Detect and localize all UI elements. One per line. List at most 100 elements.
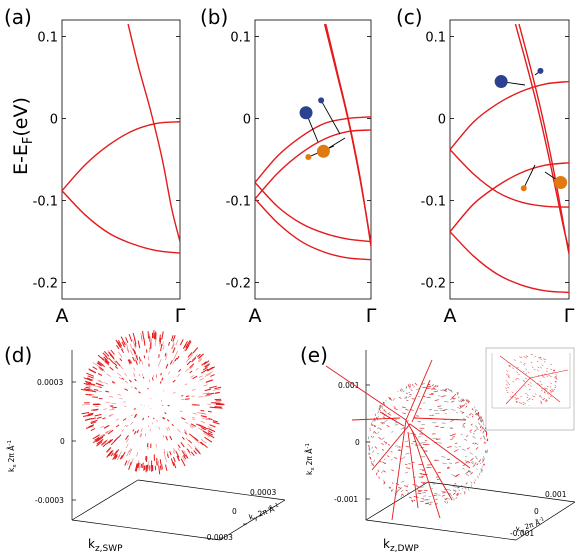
marker-blue-small-c [537, 67, 544, 74]
vector-arrow-d-470 [142, 330, 145, 339]
vector-arrow-d-44 [192, 375, 198, 380]
vector-arrow-e-169 [380, 421, 384, 425]
vector-arrow-e-335 [443, 394, 447, 397]
inset-arrow-140 [537, 383, 539, 385]
vector-arrow-d-250 [163, 390, 165, 392]
inset-arrow-149 [554, 377, 557, 379]
panel-label-c: (c) [396, 5, 423, 29]
inset-arrow-96 [543, 397, 546, 400]
vector-arrow-e-70 [447, 466, 450, 468]
vector-arrow-d-31 [203, 360, 210, 365]
vector-arrow-d-516 [129, 448, 132, 452]
vector-arrow-d-57 [200, 425, 208, 430]
vector-arrow-e-180 [465, 455, 468, 458]
vector-arrow-d-299 [207, 433, 215, 439]
vector-arrow-e-460 [407, 384, 410, 388]
vector-arrow-d-86 [173, 354, 177, 360]
vector-arrow-e-368 [449, 434, 453, 437]
vector-arrow-d-478 [160, 359, 162, 363]
inset-arrow-113 [522, 370, 525, 373]
vector-arrow-d-336 [97, 360, 104, 366]
bands-a [62, 23, 180, 254]
vector-arrow-d-327 [125, 435, 129, 440]
vector-arrow-d-263 [185, 368, 190, 372]
inset-arrow-33 [555, 374, 558, 376]
vector-arrow-d-79 [206, 366, 214, 372]
inset-arrow-157 [527, 398, 530, 401]
inset-arrow-97 [550, 390, 553, 392]
vector-arrow-e-513 [442, 408, 448, 411]
vector-arrow-d-274 [93, 433, 101, 439]
vector-arrow-e-89 [444, 497, 448, 501]
markers-c [494, 67, 568, 192]
vector-arrow-d-472 [192, 418, 196, 421]
vector-arrow-d-314 [108, 396, 114, 398]
vector-arrow-e-247 [387, 412, 392, 416]
vector-arrow-d-30 [130, 359, 133, 364]
vector-arrow-d-340 [134, 343, 137, 347]
vector-arrow-d-99 [121, 341, 126, 348]
vector-arrow-d-378 [114, 455, 118, 460]
vector-arrow-e-240 [381, 449, 384, 451]
inset-arrow-64 [540, 401, 543, 404]
vector-arrow-e-172 [383, 470, 386, 473]
vector-arrow-d-156 [204, 373, 212, 377]
z-tick-e-0: 0.001 [338, 381, 360, 390]
vector-arrow-d-369 [105, 390, 110, 393]
vector-arrow-e-51 [410, 389, 413, 391]
vector-arrow-d-302 [201, 361, 207, 366]
inset-arrow-11 [538, 396, 541, 398]
vector-arrow-e-236 [474, 410, 477, 413]
vector-arrow-d-283 [159, 381, 162, 384]
vector-arrow-e-229 [397, 445, 401, 448]
vector-arrow-d-307 [88, 424, 95, 428]
inset-arrow-117 [545, 400, 548, 402]
axes-box-e [365, 350, 576, 541]
vector-arrow-d-243 [133, 430, 137, 435]
vector-arrow-d-386 [135, 463, 139, 472]
vector-arrow-e-164 [455, 411, 459, 414]
streak-e-9 [407, 431, 419, 509]
vector-arrow-e-483 [452, 492, 456, 495]
inset-e [485, 347, 575, 431]
vector-arrow-e-122 [435, 498, 438, 500]
vector-arrow-e-52 [441, 422, 446, 424]
vector-arrow-e-272 [412, 476, 417, 478]
inset-arrow-2 [544, 361, 546, 363]
inset-vector-field [499, 353, 569, 406]
vector-arrow-d-282 [203, 362, 211, 368]
inset-arrow-108 [531, 366, 534, 368]
y-tick-label-b-0: 0.1 [230, 30, 251, 45]
inset-arrow-59 [507, 386, 510, 389]
vector-arrow-d-442 [93, 389, 98, 391]
z-tick-e-2: -0.001 [334, 495, 358, 504]
vector-arrow-d-359 [175, 339, 179, 346]
vector-arrow-d-437 [133, 367, 136, 371]
vector-arrow-e-365 [413, 496, 419, 498]
vector-arrow-e-195 [478, 459, 482, 463]
vector-arrow-e-206 [433, 494, 437, 496]
inset-arrow-137 [520, 396, 523, 398]
y-axis-label-d: ky2π Å-1 [248, 503, 282, 524]
vector-arrow-e-419 [453, 450, 458, 452]
vector-arrow-d-66 [106, 373, 112, 377]
panel-label-e: (e) [300, 343, 328, 367]
vector-arrow-e-196 [389, 397, 393, 401]
vector-arrow-e-519 [474, 425, 478, 428]
vector-arrow-d-439 [185, 395, 190, 397]
vector-arrow-e-150 [391, 488, 394, 492]
vector-arrow-d-25 [85, 393, 92, 396]
vector-arrow-d-137 [84, 380, 92, 384]
vector-arrow-d-63 [142, 376, 145, 379]
vector-arrow-d-475 [207, 432, 214, 436]
vector-arrow-e-178 [471, 408, 474, 411]
inset-arrow-148 [507, 375, 510, 377]
inset-arrow-45 [549, 395, 552, 397]
vector-arrow-d-315 [85, 418, 93, 421]
vector-arrow-d-279 [124, 460, 128, 466]
vector-arrow-d-119 [184, 431, 188, 435]
inset-arrow-9 [509, 396, 512, 398]
inset-arrow-30 [514, 394, 517, 396]
inset-arrow-155 [543, 391, 546, 393]
vector-arrow-e-296 [405, 409, 409, 411]
